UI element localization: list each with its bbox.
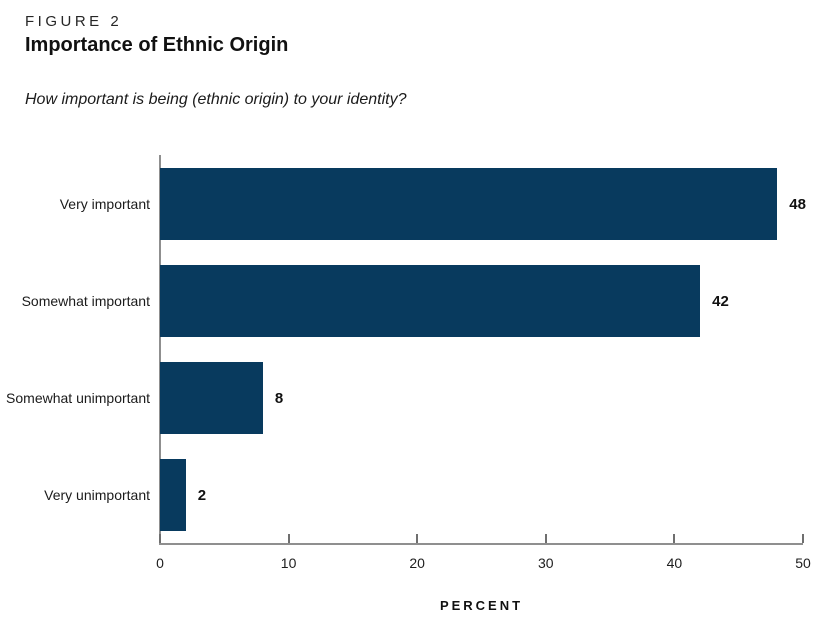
figure-subtitle: How important is being (ethnic origin) t…: [25, 91, 407, 108]
bar-somewhat-important: [160, 265, 701, 337]
bar-category-label: Somewhat important: [21, 292, 150, 309]
y-axis-line: [159, 155, 161, 543]
bar-value-label: 48: [789, 195, 806, 213]
x-tick-mark: [802, 534, 804, 543]
bar-very-important: [160, 168, 778, 240]
x-tick-label: 30: [538, 555, 554, 571]
x-tick-mark: [159, 534, 161, 543]
bar-row: Very important 48: [60, 155, 806, 252]
x-tick-mark: [416, 534, 419, 543]
plot-area: Very important 48 Somewhat important 42 Some…: [6, 155, 811, 613]
x-tick-label: 10: [280, 555, 297, 571]
x-axis-label: PERCENT: [439, 598, 524, 613]
bar-category-label: Very important: [59, 195, 150, 212]
x-tick-mark: [673, 534, 676, 543]
bar-category-label: Very unimportant: [44, 486, 150, 503]
bar-value-label: 42: [712, 292, 729, 310]
x-axis-line: [159, 543, 803, 545]
bar-row: Somewhat important 42: [22, 252, 803, 349]
bar-row: Very unimportant 2: [44, 446, 803, 543]
x-tick-label: 20: [409, 555, 425, 571]
figure-header: FIGURE 2 Importance of Ethnic Origin: [25, 13, 288, 57]
x-tick-label: 0: [156, 555, 164, 571]
bar-value-label: 8: [274, 389, 284, 407]
bar-somewhat-unimportant: [160, 362, 263, 434]
figure-title: Importance of Ethnic Origin: [25, 34, 289, 56]
figure-label: FIGURE 2: [25, 13, 123, 30]
x-tick-mark: [287, 534, 290, 543]
x-tick-mark: [544, 534, 547, 543]
x-tick-label: 40: [666, 555, 683, 571]
x-tick-label: 50: [795, 555, 811, 571]
bar-value-label: 2: [197, 486, 207, 504]
bar-row: Somewhat unimportant 8: [6, 349, 803, 446]
bar-very-unimportant: [160, 459, 186, 531]
bar-category-label: Somewhat unimportant: [6, 389, 150, 406]
